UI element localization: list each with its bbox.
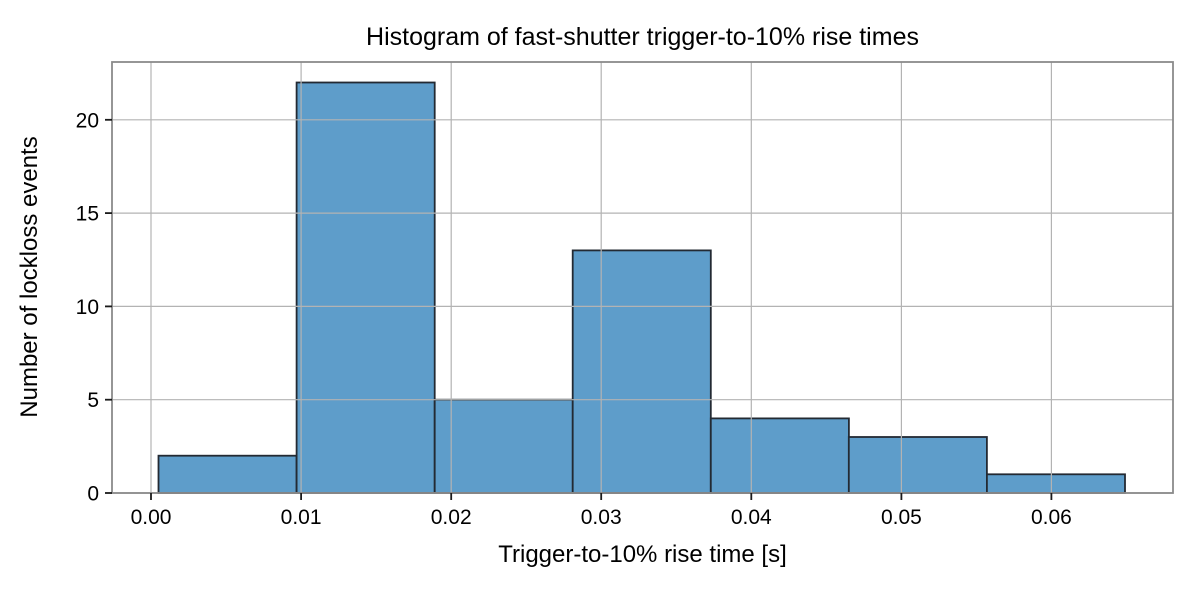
y-tick-label: 0 — [87, 483, 99, 506]
x-tick-label: 0.01 — [281, 506, 322, 529]
x-axis-label: Trigger-to-10% rise time [s] — [498, 541, 787, 568]
y-tick-label: 5 — [87, 389, 99, 412]
histogram-bar — [571, 249, 712, 494]
x-tick-label: 0.00 — [131, 506, 172, 529]
x-tick-label: 0.04 — [731, 506, 772, 529]
x-tick-label: 0.03 — [581, 506, 622, 529]
histogram-bar — [709, 417, 850, 494]
histogram-bar — [157, 454, 298, 494]
y-tick-label: 10 — [76, 296, 99, 319]
y-tick-label: 20 — [76, 109, 99, 132]
y-axis-label: Number of lockloss events — [16, 136, 43, 418]
x-tick-label: 0.05 — [881, 506, 922, 529]
histogram-bar — [847, 436, 988, 494]
x-tick-label: 0.06 — [1031, 506, 1072, 529]
histogram-bar — [433, 398, 574, 494]
histogram-bar — [295, 81, 436, 494]
y-tick-label: 15 — [76, 203, 99, 226]
x-tick-label: 0.02 — [431, 506, 472, 529]
histogram-bar — [986, 473, 1126, 494]
axes-spines — [111, 61, 1174, 494]
chart-title: Histogram of fast-shutter trigger-to-10%… — [366, 23, 919, 51]
